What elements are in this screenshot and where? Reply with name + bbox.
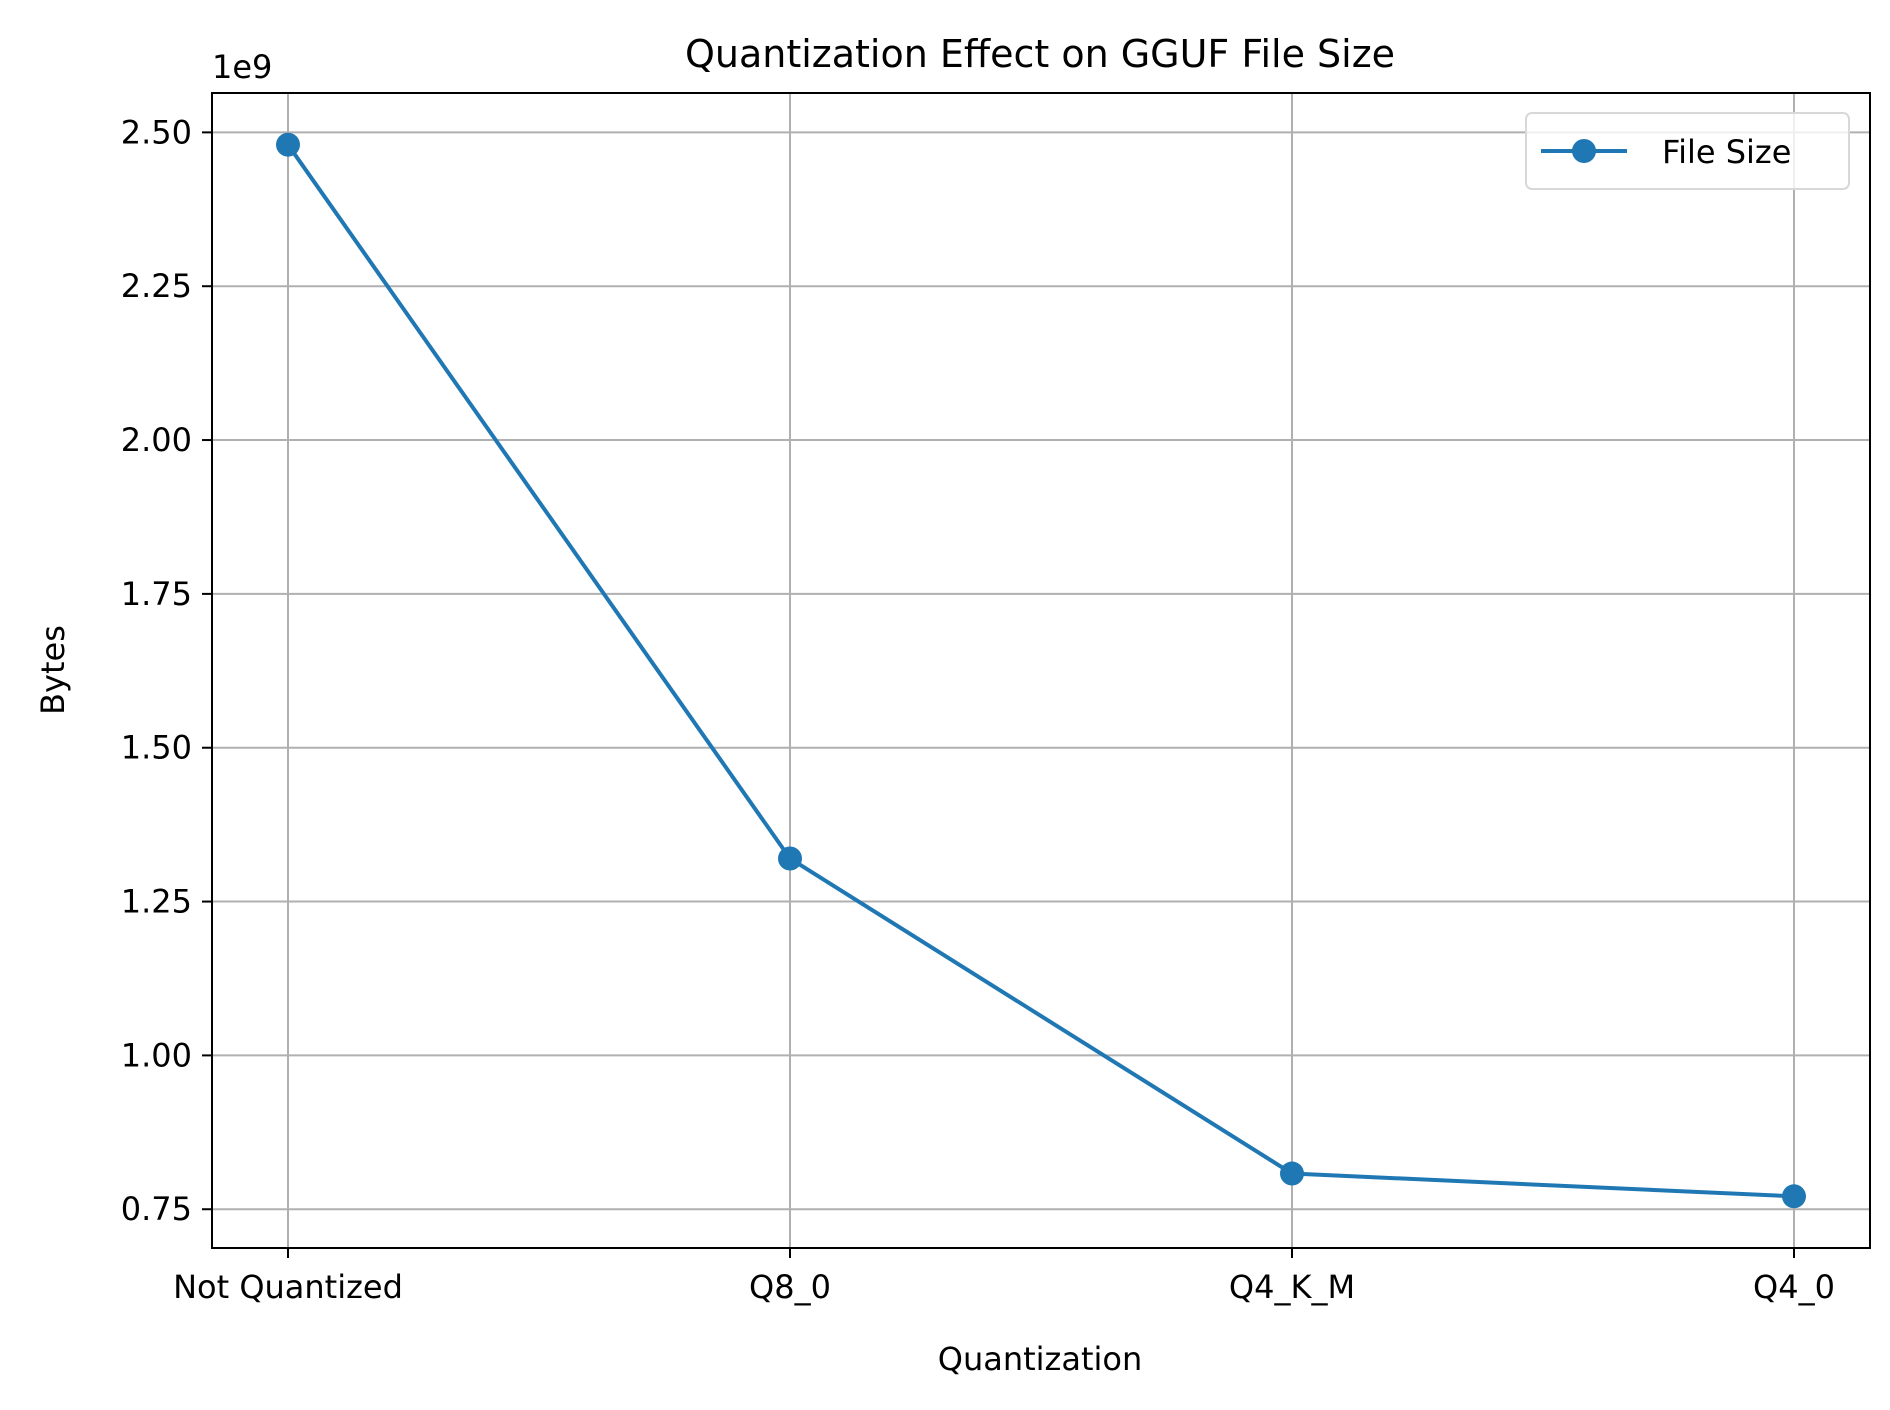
y-tick-label: 2.25: [121, 267, 192, 305]
x-tick-label: Not Quantized: [173, 1268, 403, 1306]
y-axis-offset-label: 1e9: [212, 48, 272, 86]
y-tick-label: 1.75: [121, 575, 192, 613]
y-tick-label: 2.50: [121, 113, 192, 151]
series-line: [285, 141, 1797, 1199]
x-tick-label: Q8_0: [749, 1268, 831, 1306]
x-axis-ticks: Not Quantized Q8_0 Q4_K_M Q4_0: [173, 1248, 1835, 1306]
y-tick-label: 1.00: [121, 1036, 192, 1074]
y-tick-label: 1.50: [121, 729, 192, 767]
legend-point-marker: [1572, 139, 1596, 163]
chart-title: Quantization Effect on GGUF File Size: [685, 32, 1395, 76]
series-layer: [276, 132, 1806, 1209]
y-axis-ticks: 0.75 1.00 1.25 1.50 1.75 2.00 2.25 2.50: [121, 113, 212, 1228]
plot-frame: [211, 92, 1871, 1249]
legend-label: File Size: [1662, 133, 1791, 171]
grid: [212, 93, 1870, 1248]
legend-box: [1525, 112, 1850, 190]
x-axis-label: Quantization: [938, 1340, 1143, 1378]
y-axis-label: Bytes: [34, 625, 72, 715]
legend: File Size: [1525, 112, 1850, 190]
x-tick-label: Q4_K_M: [1229, 1268, 1355, 1306]
data-point: [1280, 1161, 1304, 1186]
y-tick-label: 2.00: [121, 421, 192, 459]
y-tick-label: 0.75: [121, 1190, 192, 1228]
data-point: [276, 132, 300, 157]
y-tick-label: 1.25: [121, 883, 192, 921]
x-tick-label: Q4_0: [1753, 1268, 1835, 1306]
data-point: [778, 846, 802, 871]
data-point: [1782, 1184, 1806, 1209]
